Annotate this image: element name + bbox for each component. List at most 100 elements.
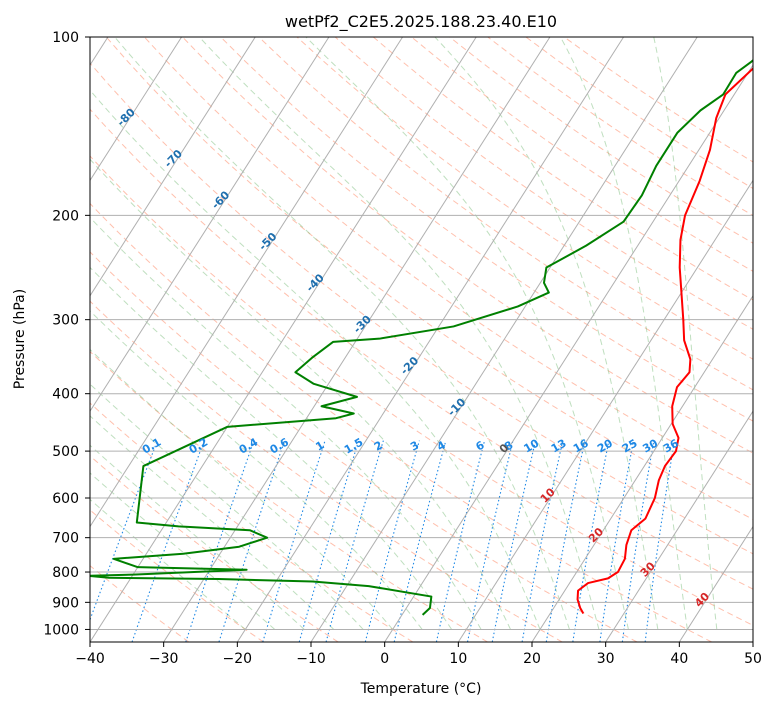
y-tick-label: 300 [52, 313, 79, 329]
series [90, 58, 753, 616]
isotherm-line [90, 37, 404, 528]
temperature-label: -30 [351, 313, 374, 336]
isotherm-line [90, 37, 477, 642]
mixing-ratio-line [325, 440, 384, 642]
dry-adiabat-line [411, 37, 753, 272]
temperature-label: 10 [538, 485, 558, 505]
x-tick-label: 50 [744, 651, 762, 667]
isotherm-line [457, 179, 753, 642]
x-tick-label: −20 [223, 651, 253, 667]
y-tick-label: 1000 [43, 622, 79, 638]
isotherm-line [752, 641, 753, 642]
moist-adiabat-line [90, 444, 305, 630]
moist-adiabat-line [198, 37, 600, 630]
x-tick-label: −30 [149, 651, 179, 667]
mixing-ratio-line [218, 440, 286, 642]
x-axis-label: Temperature (°C) [360, 681, 482, 697]
x-tick-label: 40 [670, 651, 688, 667]
dry-adiabat-line [90, 565, 190, 642]
moist-adiabat-line [90, 158, 512, 630]
mixing-ratio-line [364, 440, 420, 642]
moist-adiabat-line [90, 472, 276, 630]
mixing-ratio-line [521, 440, 564, 642]
temperature-line [576, 67, 753, 615]
temperature-label: -90 [67, 64, 90, 87]
moist-adiabat-line [90, 89, 541, 630]
mixing-ratio-line [131, 440, 205, 642]
mixing-ratio-line [466, 440, 514, 642]
moist-adiabat-line [90, 415, 335, 630]
y-tick-label: 700 [52, 531, 79, 547]
mixing-ratio-label: 20 [595, 436, 615, 455]
moist-adiabat-line [434, 37, 659, 630]
moist-adiabat-line [90, 266, 453, 630]
chart-title: wetPf2_C2E5.2025.188.23.40.E10 [285, 12, 557, 32]
x-tick-label: 0 [380, 651, 389, 667]
dry-adiabat-line [90, 455, 339, 642]
mixing-ratio-label: 13 [549, 437, 569, 456]
mixing-ratio-line [435, 440, 486, 642]
dry-adiabat-line [90, 300, 563, 642]
mixing-ratio-label: 0.4 [237, 435, 261, 456]
y-tick-label: 200 [52, 208, 79, 224]
mixing-ratio-line [599, 440, 635, 642]
dry-adiabat-line [90, 509, 264, 642]
mixing-ratio-line [298, 440, 360, 642]
moist-adiabat-line [90, 348, 394, 630]
moist-adiabat-line [653, 37, 718, 630]
dry-adiabat-line [182, 37, 753, 454]
mixing-ratio-line [644, 440, 676, 642]
dry-adiabat-line [220, 37, 753, 422]
y-axis-label: Pressure (hPa) [12, 289, 28, 389]
dry-adiabat-line [90, 350, 488, 642]
moist-adiabat-line [305, 37, 629, 630]
dry-adiabat-line [449, 37, 753, 244]
temperature-label: -80 [115, 105, 138, 128]
y-tick-label: 500 [52, 444, 79, 460]
dry-adiabat-line [90, 202, 712, 642]
mixing-ratio-label: 0.6 [268, 435, 292, 456]
dry-adiabat-line [90, 155, 753, 626]
isotherm-line [310, 37, 698, 642]
dry-adiabat-line [372, 37, 753, 301]
dry-adiabat-line [90, 251, 638, 642]
dewpoint-line [90, 58, 753, 616]
isotherm-line [605, 410, 753, 642]
y-tick-label: 400 [52, 387, 79, 403]
x-tick-label: −10 [296, 651, 326, 667]
dry-adiabat-line [487, 37, 753, 217]
isotherm-line [531, 294, 753, 642]
x-tick-label: −40 [75, 651, 105, 667]
mixing-ratio-label: 10 [521, 436, 541, 455]
mixing-ratio-line [491, 440, 537, 642]
isotherm-line [90, 37, 330, 413]
x-tick-label: 20 [523, 651, 541, 667]
isotherm-line [236, 37, 625, 642]
mixing-ratio-line [90, 440, 158, 622]
temperature-label: -20 [398, 354, 421, 377]
mixing-ratio-line [545, 440, 586, 642]
moist-adiabat-line [114, 37, 570, 630]
temperature-label: -60 [209, 188, 232, 211]
x-tick-label: 30 [597, 651, 615, 667]
isotherm-line [384, 64, 753, 642]
temperature-label: -10 [445, 395, 468, 418]
dry-adiabat-line [90, 108, 753, 590]
moist-adiabat-line [560, 37, 688, 630]
dry-adiabat-line [334, 37, 753, 330]
isotherm-line [678, 525, 753, 642]
mixing-ratio-label: 30 [640, 436, 660, 455]
isotherm-line [90, 37, 256, 297]
dry-adiabat-line [105, 37, 753, 520]
plot-frame [89, 36, 754, 643]
axis-ticks: −40 −30 −20 −10 0 10 20 30 40 50 1000 900 800 700 600 5… [43, 30, 762, 667]
mixing-ratio-label: 1.5 [342, 436, 365, 457]
y-tick-label: 600 [52, 491, 79, 507]
y-tick-label: 800 [52, 565, 79, 581]
temperature-label: -100 [5, 40, 34, 69]
temperature-label: -70 [162, 147, 185, 170]
y-tick-label: 900 [52, 595, 79, 611]
y-tick-label: 100 [52, 30, 79, 46]
temperature-label: -40 [304, 271, 327, 294]
